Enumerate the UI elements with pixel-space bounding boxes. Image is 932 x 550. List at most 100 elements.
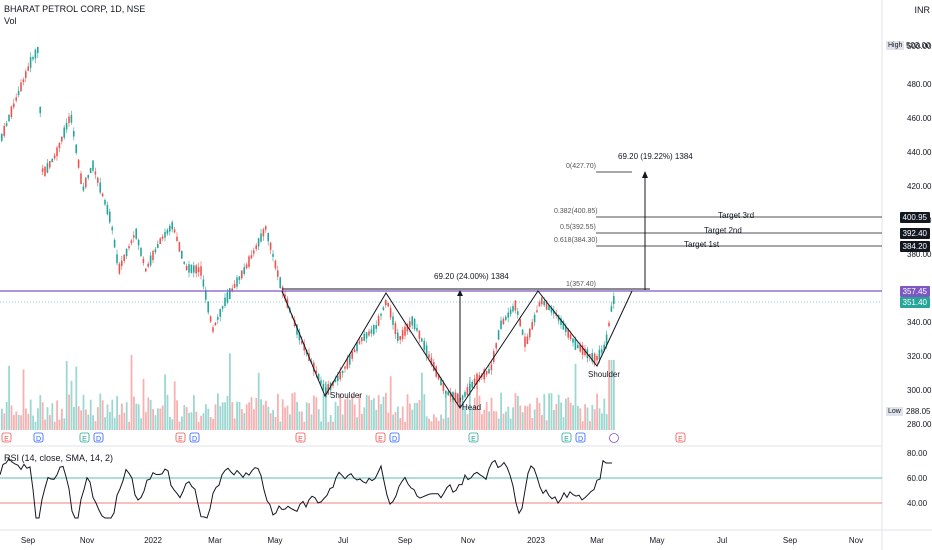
candle-body (301, 340, 303, 344)
candle-body (193, 265, 195, 273)
measure-arrow-2 (642, 171, 648, 178)
candlestick-series (1, 46, 615, 405)
volume-bar (526, 406, 529, 430)
event-marker-box (93, 432, 104, 443)
candle-body (221, 306, 224, 309)
volume-bar (58, 419, 61, 430)
volume-bar (428, 418, 430, 430)
volume-bar (80, 410, 82, 430)
volume-bar (373, 398, 375, 430)
candle-body (394, 323, 397, 335)
candle-body (478, 375, 481, 380)
candle-body (157, 244, 159, 248)
candle-body (613, 296, 615, 304)
candle-body (118, 263, 121, 274)
volume-bar (121, 403, 123, 430)
candle-body (500, 320, 502, 329)
price-tick-label: 340.00 (907, 318, 932, 327)
fib-0-label[interactable]: 0(427.70) (566, 163, 596, 170)
volume-bar (265, 400, 267, 430)
candle-body (536, 310, 538, 313)
measure-label-2[interactable]: 69.20 (19.22%) 1384 (618, 152, 693, 161)
candle-body (49, 161, 51, 168)
volume-bar (569, 402, 572, 430)
candle-body (466, 387, 469, 396)
shoulder-right-label[interactable]: Shoulder (588, 370, 621, 379)
target-2-label[interactable]: Target 2nd (704, 226, 742, 235)
candle-body (109, 211, 111, 223)
event-marker-box (675, 432, 686, 443)
candle-body (605, 334, 608, 346)
candle-body (245, 264, 248, 269)
volume-bar (10, 405, 13, 430)
candle-body (255, 245, 257, 250)
volume-bar (421, 372, 423, 430)
candle-body (166, 229, 169, 234)
candle-body (298, 332, 301, 341)
volume-legend[interactable]: Vol (4, 16, 17, 26)
volume-bar (449, 392, 452, 430)
fib-0382-label[interactable]: 0.382(400.85) (554, 208, 598, 215)
volume-bar (351, 395, 354, 430)
candle-body (173, 229, 176, 233)
target3-price-badge: 400.95 (899, 212, 930, 223)
volume-bar (413, 402, 416, 430)
volume-bar (543, 394, 546, 430)
candle-body (382, 307, 385, 310)
candle-body (327, 384, 329, 395)
rsi-legend[interactable]: RSI (14, close, SMA, 14, 2) (4, 453, 114, 463)
event-marker-letter: D (392, 436, 397, 443)
measure-label-1[interactable]: 69.20 (24.00%) 1384 (434, 272, 509, 281)
volume-bar (596, 393, 598, 430)
volume-bar (497, 418, 500, 430)
target-1-label[interactable]: Target 1st (684, 240, 720, 249)
candle-body (341, 370, 344, 373)
candle-body (584, 348, 586, 356)
candle-body (181, 250, 183, 259)
candle-body (531, 322, 533, 330)
volume-bar (377, 395, 380, 430)
volume-bar (1, 408, 3, 430)
shoulder-left-label[interactable]: Shoulder (330, 391, 363, 400)
candle-body (260, 233, 262, 242)
volume-bar (111, 399, 114, 430)
fib-1-label[interactable]: 1(357.40) (566, 281, 596, 288)
candle-body (485, 370, 488, 375)
candle-body (101, 193, 104, 197)
volume-bar (185, 407, 188, 430)
head-label[interactable]: Head (462, 403, 482, 412)
target2-price-badge: 392.40 (899, 228, 930, 239)
candle-body (241, 270, 243, 279)
candle-body (265, 226, 267, 230)
price-tick-label: 380.00 (907, 250, 932, 259)
high-value: 503.00 (906, 41, 931, 50)
volume-bar (382, 396, 385, 430)
fib-0618-label[interactable]: 0.618(384.30) (554, 237, 598, 244)
volume-bar (399, 418, 402, 430)
volume-bar (229, 353, 231, 430)
volume-bar (452, 397, 454, 430)
chart-title[interactable]: BHARAT PETROL CORP, 1D, NSE (4, 4, 146, 14)
volume-bar (481, 414, 483, 430)
candle-body (137, 239, 140, 246)
volume-bar (476, 385, 478, 430)
candle-body (442, 383, 445, 391)
candle-body (164, 231, 166, 238)
volume-bar (82, 394, 85, 430)
candle-body (243, 267, 245, 274)
candle-body (51, 158, 53, 163)
target-3-label[interactable]: Target 3rd (718, 211, 755, 220)
volume-bar (603, 398, 606, 430)
candle-body (130, 240, 133, 244)
candle-body (449, 392, 452, 397)
fib-05-label[interactable]: 0.5(392.55) (560, 224, 596, 231)
candle-body (111, 227, 113, 231)
candle-body (97, 177, 99, 183)
candle-body (29, 57, 32, 68)
volume-bar (454, 392, 457, 430)
volume-bar (404, 421, 406, 430)
volume-bar (154, 415, 157, 430)
candle-body (267, 233, 269, 242)
candle-body (572, 338, 574, 343)
